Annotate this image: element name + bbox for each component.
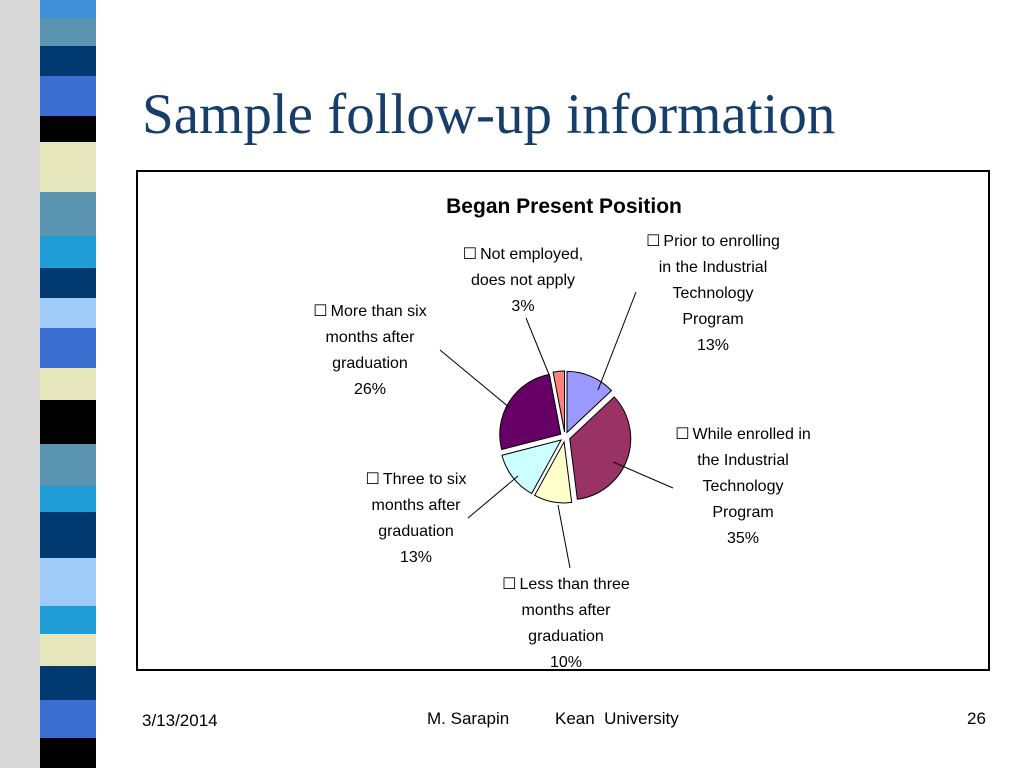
slice-label: ☐ More than six months after graduation 26%: [313, 299, 426, 403]
slice-label-line: graduation: [313, 351, 426, 377]
strip-block: [40, 512, 96, 558]
slice-label-first-line: ☐ Three to six: [366, 467, 467, 493]
strip-block: [40, 606, 96, 634]
pie-chart: Began Present Position ☐ Prior to enrolli…: [136, 170, 990, 671]
strip-block: [40, 486, 96, 512]
strip-block: [40, 268, 96, 298]
strip-block: [40, 328, 96, 368]
slice-label: ☐ Less than three months after graduation 10…: [502, 572, 630, 676]
leader-line: [525, 317, 551, 378]
strip-block: [40, 116, 96, 142]
legend-marker: ☐: [502, 576, 517, 593]
strip-block: [40, 192, 96, 236]
chart-title: Began Present Position: [446, 195, 682, 218]
slice-label-line: does not apply: [463, 268, 584, 294]
slice-label-text: months after: [325, 329, 415, 346]
leader-line: [467, 475, 519, 519]
slice-label-first-line: ☐ Not employed,: [463, 242, 584, 268]
pie-slice: [501, 439, 563, 495]
footer-institution: Kean University: [555, 709, 679, 728]
pie-slice: [552, 370, 566, 433]
slice-label: ☐ Not employed, does not apply 3%: [463, 242, 584, 320]
slice-label-text: in the Industrial: [658, 259, 768, 276]
slice-label-first-line: ☐ Prior to enrolling: [646, 229, 780, 255]
slice-label-text: does not apply: [470, 272, 576, 289]
leader-line: [612, 461, 674, 489]
slice-percent: 35%: [726, 530, 760, 547]
leader-line: [439, 349, 511, 409]
footer-date: 3/13/2014: [142, 711, 218, 730]
legend-marker: ☐: [462, 246, 478, 263]
pie-slice: [533, 440, 573, 504]
strip-block: [40, 368, 96, 400]
strip-block: [40, 46, 96, 76]
strip-block: [40, 700, 96, 738]
slice-label-text: Technology: [672, 285, 754, 302]
slice-label-text: graduation: [528, 628, 604, 645]
slice-label-line: Program: [646, 307, 780, 333]
pie-chart-canvas: [439, 291, 674, 569]
legend-marker: ☐: [313, 303, 328, 320]
strip-block: [40, 76, 96, 116]
slice-label: ☐ Three to six months after graduation 13%: [366, 467, 467, 571]
strip-block: [40, 236, 96, 268]
slice-percent: 13%: [696, 337, 730, 354]
slice-label-text: months after: [521, 602, 611, 619]
strip-block: [40, 0, 96, 18]
slice-label-text: Less than three: [519, 576, 630, 593]
slice-label-text: the Industrial: [697, 452, 789, 469]
slice-label-first-line: ☐ More than six: [313, 299, 426, 325]
slice-label-line: graduation: [502, 624, 630, 650]
leader-line: [597, 291, 637, 391]
slice-label-line: Program: [675, 500, 811, 526]
strip-block: [40, 298, 96, 328]
slice-label-line: months after: [502, 598, 630, 624]
slice-percent: 26%: [353, 381, 387, 398]
pie-slice: [499, 373, 562, 451]
slice-label-line: months after: [313, 325, 426, 351]
strip-block: [40, 444, 96, 486]
strip-block: [40, 634, 96, 666]
slice-label-line: Technology: [646, 281, 780, 307]
slice-label-line: months after: [366, 493, 467, 519]
slice-label-line: Technology: [675, 474, 811, 500]
strip-block: [40, 666, 96, 700]
slice-label-text: graduation: [332, 355, 408, 372]
leader-line: [557, 504, 571, 569]
footer-page-number: 26: [967, 709, 986, 728]
legend-marker: ☐: [646, 233, 661, 250]
slice-percent: 10%: [549, 654, 583, 671]
strip-block: [40, 400, 96, 444]
footer-author: M. Sarapin: [427, 709, 510, 728]
strip-block: [40, 142, 96, 192]
slice-label-line: the Industrial: [675, 448, 811, 474]
pie-slice: [569, 396, 632, 500]
slice-label: ☐ While enrolled in the Industrial Technolo…: [675, 422, 811, 552]
slice-label: ☐ Prior to enrolling in the Industrial Tech…: [646, 229, 780, 359]
slice-label-text: Three to six: [382, 471, 467, 488]
slice-label-first-line: ☐ Less than three: [502, 572, 630, 598]
slice-label-text: Program: [682, 311, 744, 328]
slice-label-line: in the Industrial: [646, 255, 780, 281]
slice-percent: 13%: [399, 549, 433, 566]
legend-marker: ☐: [675, 426, 690, 443]
slice-label-text: Technology: [702, 478, 784, 495]
slice-label-first-line: ☐ While enrolled in: [675, 422, 811, 448]
slice-label-text: More than six: [330, 303, 427, 320]
strip-block: [40, 18, 96, 46]
slice-label-text: graduation: [378, 523, 454, 540]
slice-label-text: While enrolled in: [692, 426, 811, 443]
slice-label-text: Prior to enrolling: [663, 233, 780, 250]
slice-label-text: months after: [371, 497, 461, 514]
strip-block: [40, 738, 96, 768]
slice-label-text: Not employed,: [480, 246, 584, 263]
slice-label-line: graduation: [366, 519, 467, 545]
slice-label-text: Program: [712, 504, 774, 521]
pie-slice: [566, 370, 613, 434]
decorative-side-strip: [0, 0, 115, 768]
slide-title: Sample follow-up information: [142, 83, 836, 146]
strip-block: [40, 558, 96, 606]
legend-marker: ☐: [365, 471, 380, 488]
slice-percent: 3%: [511, 298, 535, 315]
